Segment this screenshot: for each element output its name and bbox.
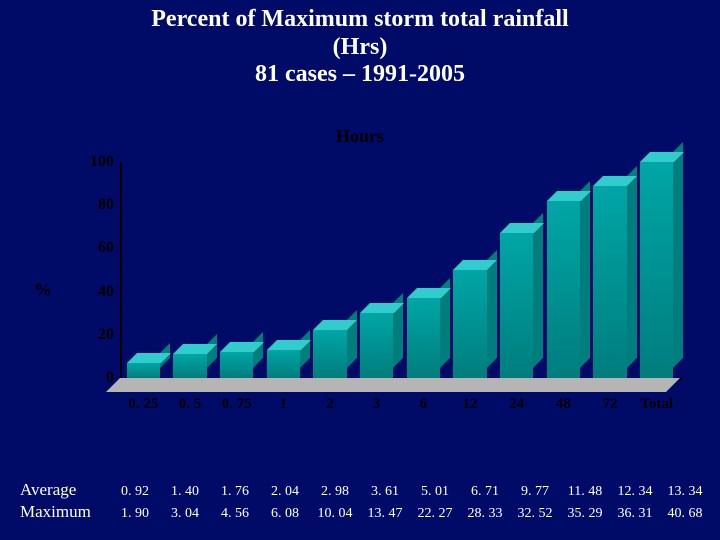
row-cell: 13. 34: [660, 484, 710, 500]
bar-side: [533, 213, 543, 368]
bar: [407, 298, 441, 378]
row-label: Maximum: [20, 502, 110, 522]
x-label: 2: [326, 396, 334, 413]
row-cell: 11. 48: [560, 484, 610, 500]
bar-front: [360, 313, 394, 378]
row-cell: 0. 92: [110, 484, 160, 500]
bar: [360, 313, 394, 378]
row-cell: 6. 71: [460, 484, 510, 500]
bar: [220, 352, 254, 378]
bars-container: [120, 162, 680, 378]
row-cell: 3. 61: [360, 484, 410, 500]
row-cell: 2. 98: [310, 484, 360, 500]
row-cell: 32. 52: [510, 506, 560, 522]
bar-front: [640, 162, 674, 378]
x-label: 1: [280, 396, 288, 413]
bar-front: [500, 233, 534, 378]
plot: 020406080100: [120, 162, 680, 392]
bar: [127, 363, 161, 378]
title-line-2: (Hrs): [0, 34, 720, 62]
row-cell: 36. 31: [610, 506, 660, 522]
slide-root: Percent of Maximum storm total rainfall …: [0, 0, 720, 540]
bar-front: [407, 298, 441, 378]
bar-side: [580, 181, 590, 368]
bar-front: [127, 363, 161, 378]
y-tick: 100: [76, 153, 114, 171]
bar: [500, 233, 534, 378]
row-cell: 12. 34: [610, 484, 660, 500]
bar: [173, 354, 207, 378]
plot-floor: [106, 378, 680, 392]
row-cell: 6. 08: [260, 506, 310, 522]
x-label: 24: [509, 396, 524, 413]
x-label: 0. 75: [222, 396, 252, 413]
row-cell: 28. 33: [460, 506, 510, 522]
chart-title: Hours: [0, 126, 720, 147]
row-cell: 3. 04: [160, 506, 210, 522]
row-cell: 1. 40: [160, 484, 210, 500]
data-table: Average0. 921. 401. 762. 042. 983. 615. …: [20, 480, 710, 524]
bar: [593, 186, 627, 378]
row-label: Average: [20, 480, 110, 500]
x-label: 3: [373, 396, 381, 413]
y-axis-label: %: [34, 279, 52, 300]
row-cell: 4. 56: [210, 506, 260, 522]
x-label: 72: [603, 396, 618, 413]
bar: [640, 162, 674, 378]
bar-front: [220, 352, 254, 378]
table-row: Maximum1. 903. 044. 566. 0810. 0413. 472…: [20, 502, 710, 522]
y-tick: 60: [76, 239, 114, 257]
bar: [453, 270, 487, 378]
x-label: Total: [640, 396, 673, 413]
chart-area: % 020406080100 0. 250. 50. 7512361224487…: [120, 162, 680, 417]
row-cell: 1. 90: [110, 506, 160, 522]
x-label: 6: [420, 396, 428, 413]
y-tick: 0: [76, 369, 114, 387]
row-cell: 40. 68: [660, 506, 710, 522]
x-label: 48: [556, 396, 571, 413]
bar-front: [173, 354, 207, 378]
y-tick: 80: [76, 196, 114, 214]
row-cell: 13. 47: [360, 506, 410, 522]
slide-title: Percent of Maximum storm total rainfall …: [0, 6, 720, 89]
row-cell: 9. 77: [510, 484, 560, 500]
title-line-1: Percent of Maximum storm total rainfall: [0, 6, 720, 34]
bar: [267, 350, 301, 378]
row-cell: 5. 01: [410, 484, 460, 500]
bar-front: [267, 350, 301, 378]
x-label: 12: [463, 396, 478, 413]
row-cell: 10. 04: [310, 506, 360, 522]
y-tick: 20: [76, 326, 114, 344]
bar-side: [673, 142, 683, 368]
bar-side: [627, 166, 637, 368]
bar-front: [547, 201, 581, 378]
bar-front: [593, 186, 627, 378]
bar-front: [453, 270, 487, 378]
row-cell: 35. 29: [560, 506, 610, 522]
x-label: 0. 5: [179, 396, 202, 413]
bar-front: [313, 330, 347, 378]
row-cell: 22. 27: [410, 506, 460, 522]
bar: [547, 201, 581, 378]
row-cell: 2. 04: [260, 484, 310, 500]
y-tick: 40: [76, 283, 114, 301]
bar: [313, 330, 347, 378]
x-label: 0. 25: [128, 396, 158, 413]
table-row: Average0. 921. 401. 762. 042. 983. 615. …: [20, 480, 710, 500]
row-cell: 1. 76: [210, 484, 260, 500]
x-labels: 0. 250. 50. 75123612244872Total: [120, 396, 680, 420]
title-line-3: 81 cases – 1991-2005: [0, 61, 720, 89]
